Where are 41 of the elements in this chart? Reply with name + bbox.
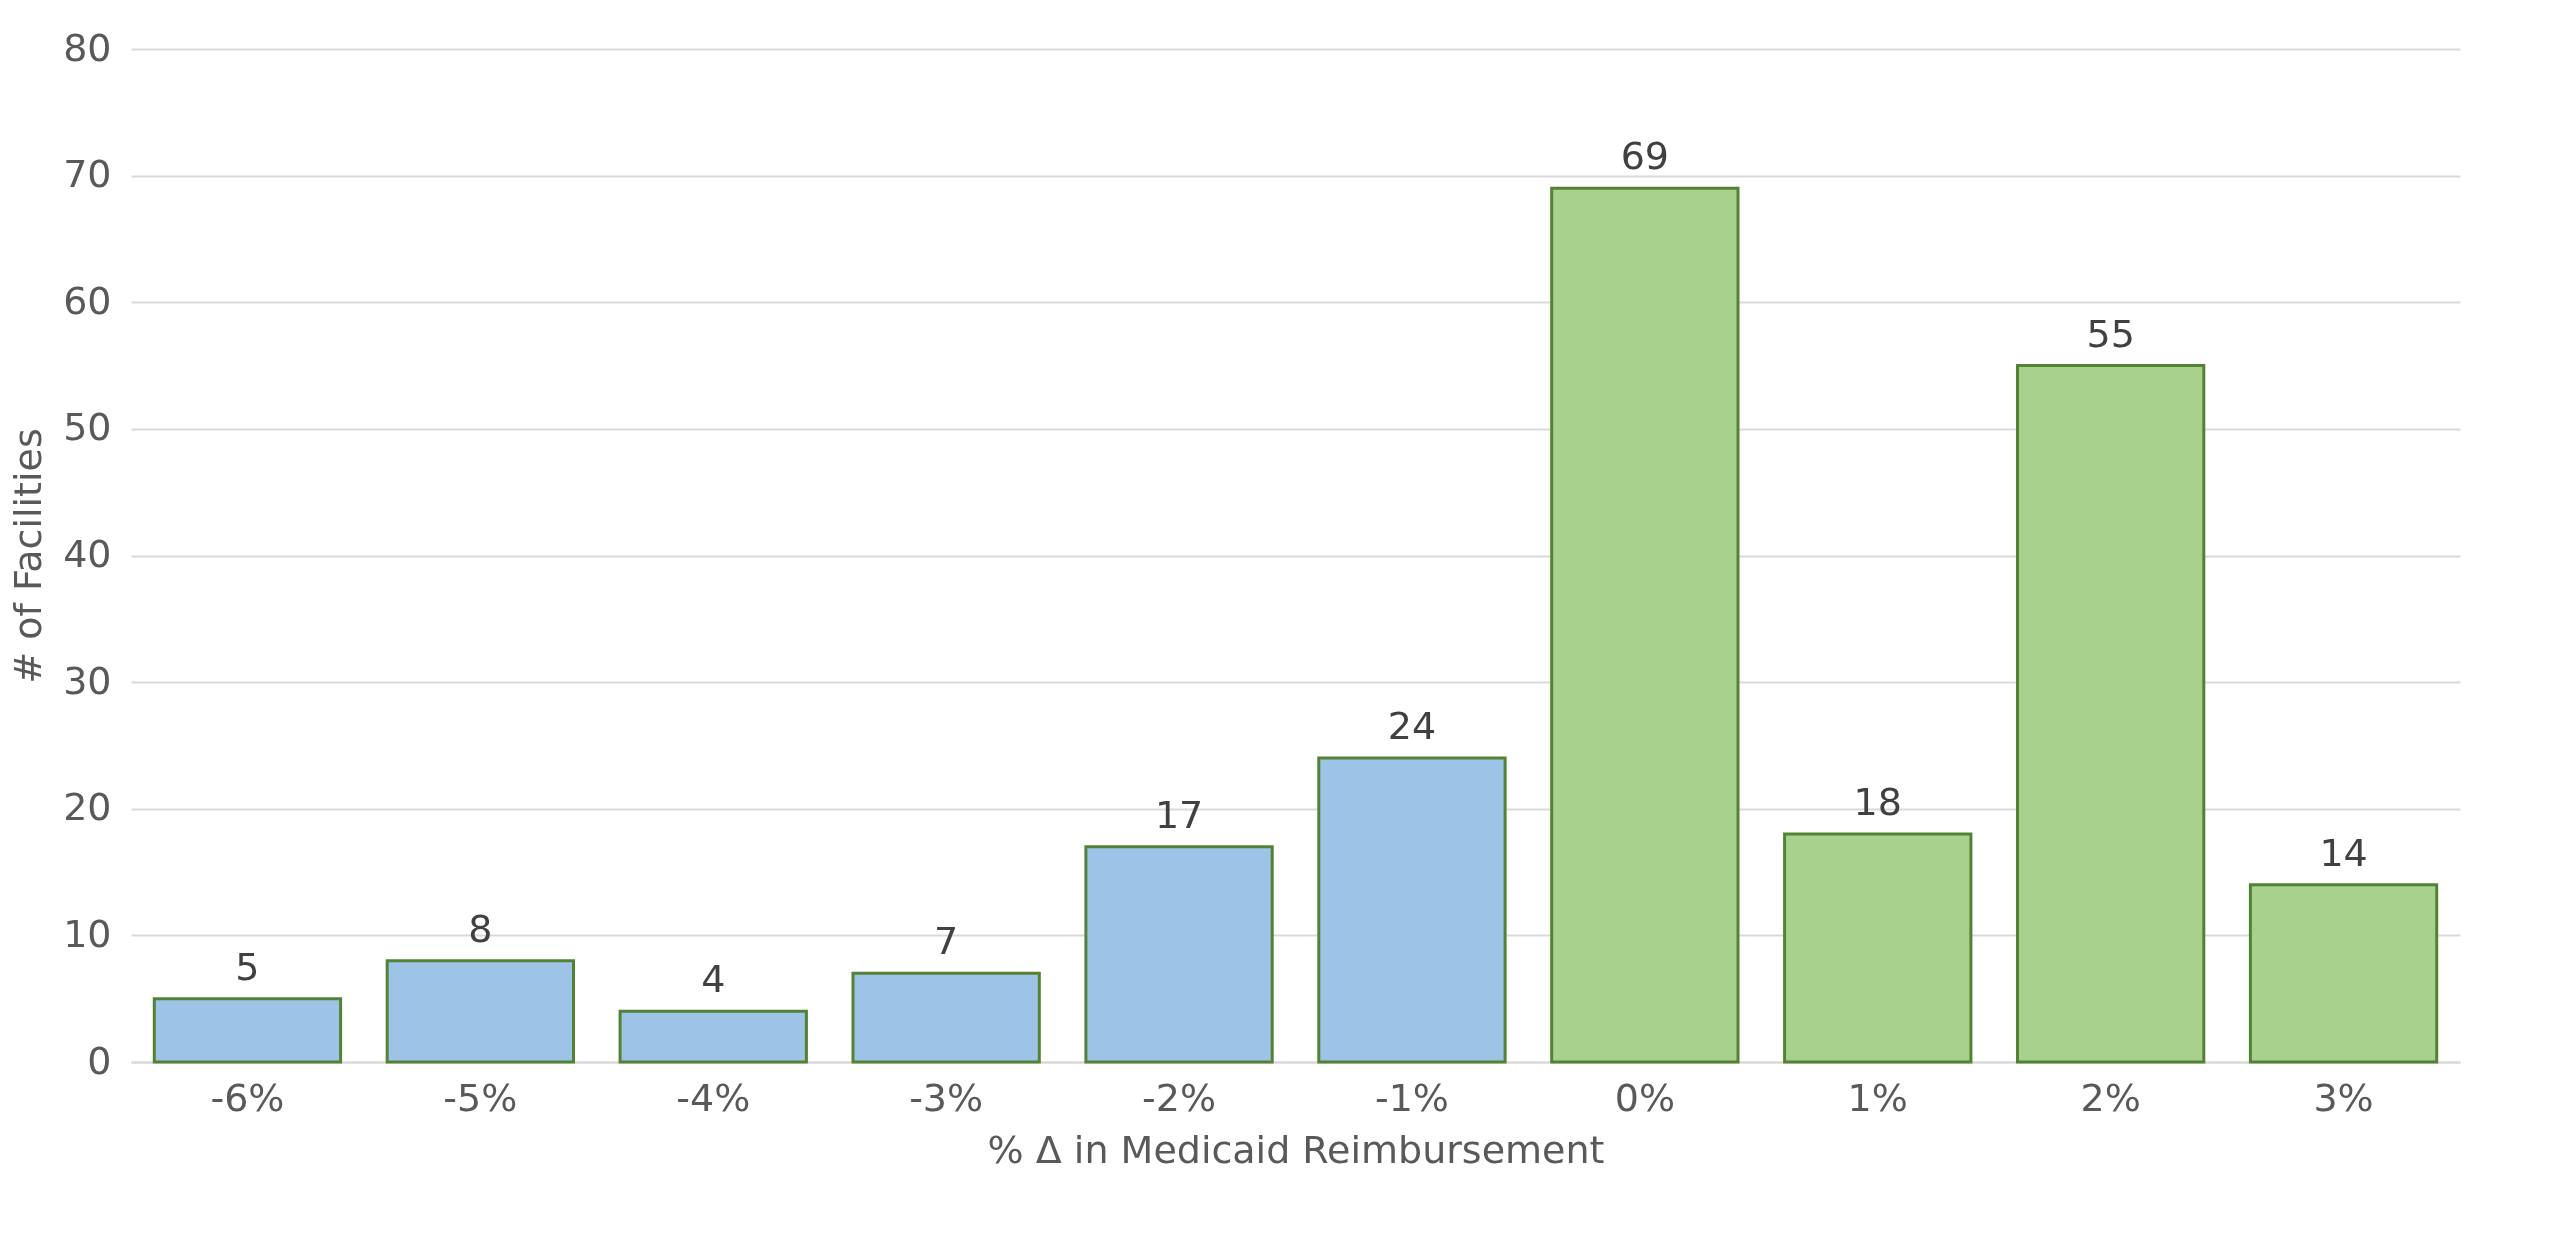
- data-label: 55: [2086, 311, 2135, 356]
- bar: [1317, 756, 1507, 1064]
- y-tick-label: 50: [63, 405, 112, 450]
- y-tick-label: 70: [63, 152, 112, 197]
- bar: [1084, 845, 1274, 1064]
- bar: [1550, 186, 1740, 1064]
- data-label: 8: [468, 906, 493, 951]
- x-tick-label: 3%: [2313, 1075, 2374, 1120]
- y-tick-label: 80: [63, 25, 112, 70]
- y-tick-label: 30: [63, 658, 112, 703]
- data-label: 18: [1853, 780, 1902, 825]
- x-tick-label: -6%: [210, 1075, 285, 1120]
- data-label: 4: [701, 957, 726, 1002]
- y-tick-label: 40: [63, 532, 112, 576]
- bar: [385, 959, 576, 1064]
- x-tick-label: 0%: [1614, 1075, 1675, 1120]
- x-axis-title: % Δ in Medicaid Reimbursement: [987, 1127, 1605, 1172]
- x-tick-label: -4%: [676, 1075, 751, 1120]
- data-label: 5: [235, 944, 260, 989]
- x-tick-label: -1%: [1374, 1075, 1449, 1120]
- bar: [851, 971, 1041, 1064]
- y-tick-label: 0: [87, 1038, 112, 1083]
- x-tick-label: 2%: [2080, 1075, 2141, 1120]
- y-axis-title: # of Facilities: [6, 428, 51, 684]
- data-label: 14: [2319, 830, 2368, 875]
- data-label: 7: [934, 919, 959, 964]
- x-tick-label: -5%: [443, 1075, 518, 1120]
- y-tick-label: 20: [63, 785, 112, 830]
- x-tick-label: -2%: [1142, 1075, 1217, 1120]
- x-tick-label: -3%: [909, 1075, 984, 1120]
- data-label: 17: [1154, 792, 1204, 837]
- bar: [152, 997, 343, 1064]
- bar: [618, 1009, 808, 1064]
- bar: [1783, 832, 1973, 1064]
- bar: [2248, 883, 2439, 1064]
- bar: [2015, 364, 2206, 1064]
- data-label: 24: [1387, 704, 1437, 749]
- y-tick-label: 10: [63, 911, 112, 956]
- x-tick-label: 1%: [1847, 1075, 1908, 1120]
- y-tick-label: 60: [63, 278, 112, 323]
- data-label: 69: [1620, 134, 1670, 179]
